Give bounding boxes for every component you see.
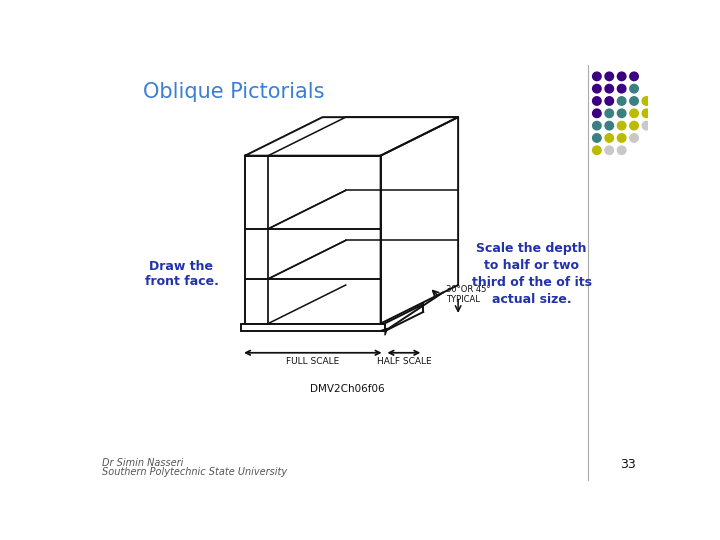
Circle shape [642,109,651,118]
Circle shape [617,146,626,154]
Circle shape [617,72,626,80]
Circle shape [617,109,626,118]
Circle shape [605,146,613,154]
Text: Scale the depth
to half or two
third of the of its
actual size.: Scale the depth to half or two third of … [472,242,592,306]
Text: Oblique Pictorials: Oblique Pictorials [143,82,324,102]
Text: Dr Simin Nasseri: Dr Simin Nasseri [102,457,183,468]
Circle shape [593,134,601,142]
Circle shape [605,97,613,105]
Circle shape [630,109,639,118]
Circle shape [605,109,613,118]
Text: DMV2Ch06f06: DMV2Ch06f06 [310,383,385,394]
Circle shape [605,84,613,93]
Circle shape [617,97,626,105]
Circle shape [605,122,613,130]
Circle shape [605,72,613,80]
Circle shape [630,84,639,93]
Text: HALF SCALE: HALF SCALE [377,356,431,366]
Bar [245,156,381,323]
Circle shape [593,84,601,93]
Polygon shape [381,117,458,323]
Text: FULL SCALE: FULL SCALE [286,356,339,366]
Circle shape [630,97,639,105]
Text: 30°OR 45°
TYPICAL: 30°OR 45° TYPICAL [446,285,491,305]
Text: Southern Polytechnic State University: Southern Polytechnic State University [102,467,287,477]
Text: 33: 33 [620,457,636,470]
Circle shape [617,122,626,130]
Text: Draw the
front face.: Draw the front face. [145,260,218,288]
Circle shape [593,146,601,154]
Circle shape [617,84,626,93]
Circle shape [630,134,639,142]
Circle shape [630,72,639,80]
Circle shape [593,72,601,80]
Circle shape [593,97,601,105]
Circle shape [593,122,601,130]
Circle shape [593,109,601,118]
Polygon shape [245,117,458,156]
Circle shape [630,122,639,130]
Circle shape [642,97,651,105]
Bar [241,323,384,331]
Circle shape [617,134,626,142]
Circle shape [642,122,651,130]
Circle shape [605,134,613,142]
